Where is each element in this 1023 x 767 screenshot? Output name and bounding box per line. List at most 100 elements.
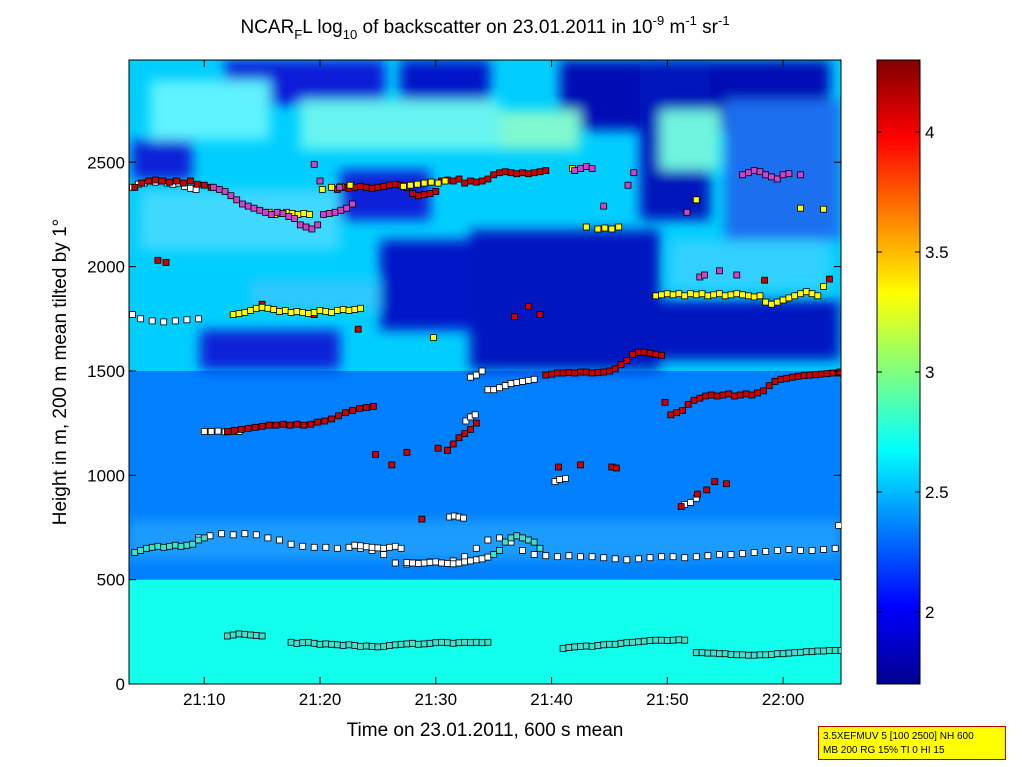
- detection-marker: [692, 196, 700, 204]
- detection-marker: [449, 560, 457, 568]
- detection-marker: [519, 534, 526, 542]
- detection-marker: [789, 373, 796, 381]
- detection-marker: [525, 170, 532, 178]
- detection-marker: [443, 560, 451, 567]
- detection-marker: [409, 639, 417, 647]
- detection-marker: [600, 202, 608, 210]
- heatmap-patch: [500, 110, 580, 150]
- detection-marker: [808, 648, 816, 656]
- heatmap-patch: [660, 110, 720, 170]
- colorbar-tick-label: 2.5: [925, 483, 949, 502]
- detection-marker: [403, 559, 411, 566]
- detection-marker: [333, 544, 341, 552]
- detection-marker: [820, 546, 827, 553]
- x-tick-label: 22:00: [762, 690, 805, 709]
- detection-marker: [588, 553, 596, 561]
- detection-marker: [582, 162, 590, 170]
- detection-marker: [785, 294, 793, 302]
- detection-marker: [351, 305, 359, 313]
- detection-marker: [467, 557, 474, 565]
- detection-marker: [272, 421, 280, 429]
- detection-marker: [652, 350, 660, 358]
- detection-marker: [430, 334, 437, 342]
- detection-marker: [571, 167, 579, 175]
- detection-marker: [148, 543, 156, 551]
- detection-marker: [707, 391, 715, 399]
- detection-marker: [386, 642, 393, 649]
- colorbar-tick-label: 3: [925, 363, 934, 382]
- x-axis: 21:10 21:20 21:30 21:40 21:50 22:00: [183, 60, 804, 709]
- detection-marker: [742, 390, 750, 398]
- detection-marker: [443, 446, 451, 454]
- detection-marker: [559, 645, 567, 652]
- detection-marker: [692, 291, 700, 299]
- detection-marker: [716, 267, 723, 275]
- detection-marker: [461, 179, 469, 187]
- detection-marker: [300, 421, 308, 429]
- detection-marker: [129, 311, 136, 319]
- detection-marker: [391, 542, 399, 550]
- detection-marker: [673, 409, 680, 417]
- detection-marker: [235, 310, 243, 318]
- detection-marker: [399, 182, 407, 190]
- y-tick-label: 1500: [87, 362, 125, 381]
- detection-marker: [237, 425, 245, 433]
- detection-marker: [166, 542, 173, 550]
- detection-marker: [276, 536, 283, 544]
- heatmap-texture: [129, 60, 841, 560]
- detection-marker: [710, 291, 718, 299]
- detection-marker: [756, 168, 764, 176]
- detection-marker: [374, 643, 382, 651]
- detection-marker: [267, 210, 275, 218]
- detection-marker: [414, 560, 422, 567]
- detection-marker: [663, 637, 671, 644]
- detection-marker: [368, 184, 376, 192]
- detection-marker: [623, 357, 631, 364]
- detection-marker: [701, 271, 708, 279]
- detection-marker: [320, 210, 327, 218]
- heatmap-patch: [132, 140, 192, 180]
- detection-marker: [725, 390, 733, 398]
- detection-marker: [831, 647, 839, 654]
- detection-marker: [333, 306, 341, 314]
- y-tick-label: 2000: [87, 258, 125, 277]
- detection-marker: [252, 632, 260, 639]
- detection-marker: [606, 367, 613, 375]
- detection-marker: [467, 373, 474, 381]
- detection-marker: [380, 551, 388, 558]
- detection-marker: [681, 636, 689, 644]
- detection-marker: [629, 638, 636, 646]
- detection-marker: [304, 638, 312, 646]
- detection-marker: [800, 372, 808, 379]
- detection-marker: [773, 547, 781, 554]
- detection-marker: [785, 546, 793, 553]
- detection-marker: [777, 375, 785, 383]
- detection-marker: [723, 480, 730, 488]
- detection-marker: [472, 556, 480, 564]
- heatmap-patch: [725, 100, 841, 240]
- detection-marker: [321, 417, 329, 425]
- detection-marker: [669, 636, 677, 644]
- detection-marker: [600, 641, 608, 649]
- detection-marker: [646, 349, 654, 357]
- detection-marker: [658, 291, 665, 299]
- detection-marker: [270, 305, 278, 313]
- detection-marker: [802, 648, 810, 656]
- detection-marker: [461, 558, 469, 566]
- detection-marker: [507, 534, 515, 542]
- detection-marker: [472, 178, 480, 186]
- detection-marker: [362, 642, 370, 650]
- detection-marker: [640, 637, 648, 645]
- detection-marker: [667, 411, 675, 419]
- detection-marker: [812, 371, 819, 379]
- detection-marker: [406, 181, 414, 189]
- detection-marker: [287, 309, 295, 316]
- detection-marker: [273, 208, 281, 216]
- detection-marker: [490, 171, 498, 179]
- detection-marker: [716, 551, 723, 558]
- detection-marker: [300, 209, 308, 217]
- detection-marker: [472, 638, 480, 646]
- detection-marker: [831, 544, 839, 552]
- detection-marker: [501, 168, 509, 176]
- detection-marker: [562, 474, 569, 482]
